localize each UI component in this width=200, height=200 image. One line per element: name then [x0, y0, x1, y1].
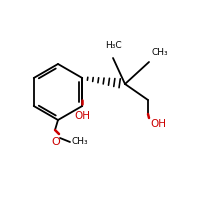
Text: O: O [52, 137, 60, 147]
Text: CH₃: CH₃ [152, 48, 169, 57]
Text: OH: OH [74, 111, 90, 121]
Text: CH₃: CH₃ [72, 138, 89, 146]
Text: OH: OH [150, 119, 166, 129]
Text: H₃C: H₃C [105, 41, 121, 50]
